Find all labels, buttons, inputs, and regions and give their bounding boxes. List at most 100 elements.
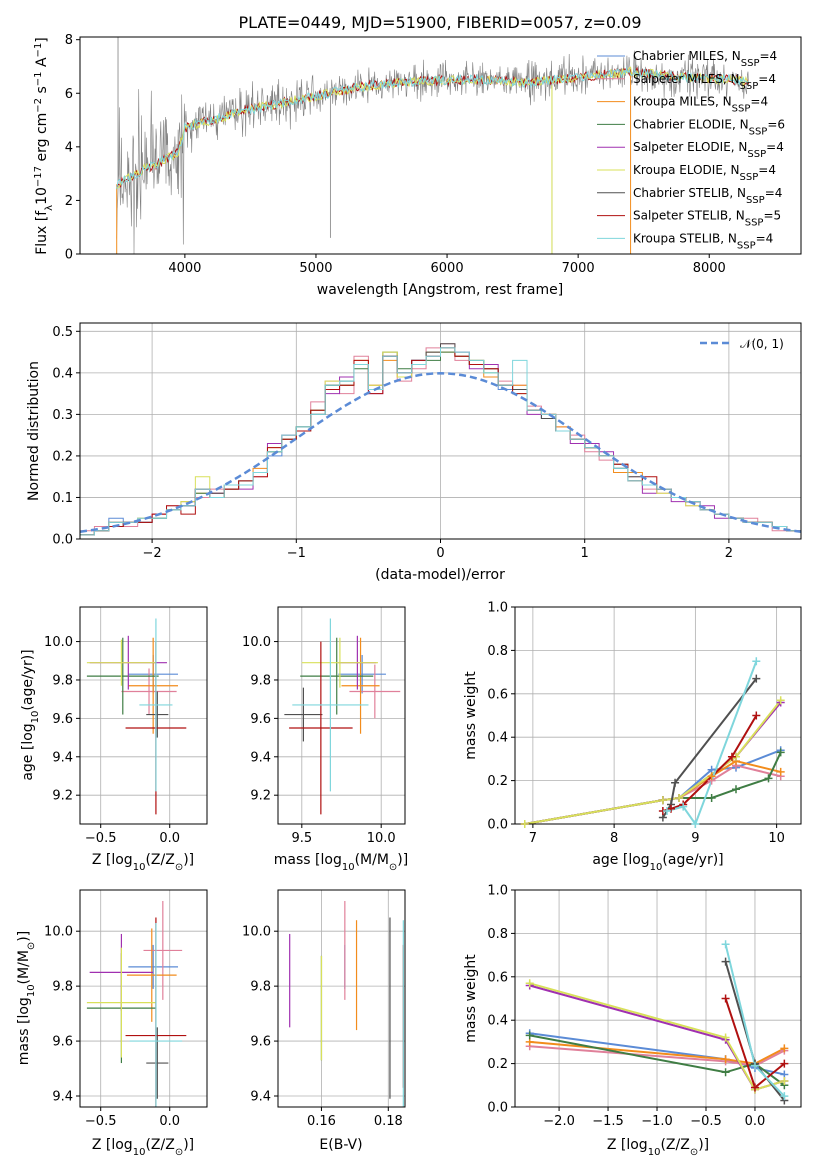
axes-weight-vs-Z: −2.0 −1.5 −1.0 −0.5 0.0 0.0 0.2 0.4 0.6 0.8 1.0	[487, 884, 802, 1129]
y-tick-label: 9.4	[52, 750, 73, 765]
series-line	[529, 982, 785, 1091]
series-line	[524, 759, 781, 824]
x-tick-label: −0.5	[690, 1114, 722, 1129]
axes-frame	[514, 889, 802, 1108]
x-tick-label: −2.0	[543, 1114, 575, 1129]
legend-label: Salpeter ELODIE, NSSP=4	[633, 140, 784, 160]
y-tick-label: 0.8	[487, 927, 508, 942]
data-marker	[776, 748, 785, 757]
y-tick-label: 9.8	[250, 980, 271, 995]
y-tick-label: 9.6	[250, 712, 271, 727]
x-tick-label: 2	[725, 546, 733, 561]
axes-mass-vs-Z: −0.5 0.0 9.4 9.6 9.8 10.0	[44, 889, 208, 1129]
plot-area	[289, 900, 404, 1107]
x-axis-label: (data-model)/error	[375, 567, 505, 583]
legend-label: Kroupa MILES, NSSP=4	[633, 95, 768, 115]
x-tick-label: −2	[143, 546, 162, 561]
x-tick-label: 7000	[562, 261, 595, 276]
plot-area	[80, 343, 801, 539]
axes-frame	[277, 889, 406, 1108]
y-tick-label: 0.3	[52, 408, 73, 423]
axes-residuals: −2 −1 0 1 2 0.0 0.1 0.2 0.3 0.4 0.5	[52, 322, 802, 561]
y-axis-label: mass weight	[463, 954, 479, 1043]
data-marker	[780, 1092, 789, 1101]
y-tick-label: 0.0	[487, 1101, 508, 1116]
normal-curve	[80, 372, 801, 533]
x-tick-label: 9	[691, 831, 699, 846]
x-tick-label: 0.0	[159, 831, 180, 846]
data-marker	[721, 957, 730, 966]
data-marker	[776, 767, 785, 776]
data-marker	[679, 802, 688, 811]
y-axis-label: Flux [fλ10−17 erg cm−2 s−1 A−1]	[33, 37, 55, 255]
x-tick-label: 8	[610, 831, 618, 846]
x-tick-label: −1	[287, 546, 306, 561]
y-tick-label: 0.4	[487, 731, 508, 746]
x-tick-label: 10	[768, 831, 785, 846]
y-tick-label: 0.0	[52, 533, 73, 548]
y-tick-label: 0.4	[487, 1014, 508, 1029]
histogram-step	[80, 347, 801, 539]
y-tick-label: 4	[65, 140, 73, 155]
x-axis-label: Z [log10(Z/Z⊙)]	[92, 1137, 194, 1158]
plot-area	[284, 618, 401, 815]
x-tick-label: 0.16	[307, 1114, 336, 1129]
model-spectrum	[116, 65, 749, 190]
legend-label: Salpeter MILES, NSSP=4	[633, 72, 776, 92]
y-tick-label: 0.5	[52, 325, 73, 340]
axes-frame	[79, 36, 802, 255]
legend: Chabrier MILES, NSSP=4 Salpeter MILES, NS…	[597, 49, 785, 251]
x-tick-label: 10.0	[367, 831, 396, 846]
legend-label: Kroupa ELODIE, NSSP=4	[633, 163, 776, 183]
y-tick-label: 10.0	[44, 635, 73, 650]
y-tick-label: 1.0	[487, 601, 508, 616]
y-tick-label: 8	[65, 33, 73, 48]
y-tick-label: 9.2	[52, 789, 73, 804]
y-tick-label: 9.2	[250, 789, 271, 804]
x-tick-label: 7	[529, 831, 537, 846]
data-marker	[776, 696, 785, 705]
y-tick-label: 0	[65, 248, 73, 263]
x-axis-label: Z [log10(Z/Z⊙)]	[92, 852, 194, 873]
y-tick-label: 0.6	[487, 970, 508, 985]
y-tick-label: 6	[65, 87, 73, 102]
x-tick-label: 5000	[299, 261, 332, 276]
plot-area	[86, 618, 187, 815]
x-tick-label: −0.5	[85, 1114, 117, 1129]
legend-label: Chabrier ELODIE, NSSP=6	[633, 117, 785, 137]
data-marker	[707, 793, 716, 802]
data-marker	[752, 711, 761, 720]
data-marker	[780, 1044, 789, 1053]
data-marker	[525, 979, 534, 988]
series-line	[524, 764, 781, 824]
axes-frame	[79, 606, 208, 825]
y-tick-label: 0.4	[52, 366, 73, 381]
plot-area	[116, 37, 750, 254]
y-tick-label: 9.4	[250, 750, 271, 765]
data-marker	[750, 1061, 759, 1070]
x-tick-label: 0.0	[159, 1114, 180, 1129]
data-marker	[691, 820, 700, 828]
x-tick-label: 8000	[693, 261, 726, 276]
series-line	[529, 1040, 785, 1065]
plot-area	[524, 660, 782, 824]
x-axis-label: E(B-V)	[319, 1137, 362, 1153]
x-tick-label: 1	[581, 546, 589, 561]
y-tick-label: 0.8	[487, 644, 508, 659]
data-marker	[658, 796, 667, 805]
x-axis-label: mass [log10(M/M⊙)]	[274, 852, 408, 873]
data-marker	[764, 774, 773, 783]
y-tick-label: 9.6	[250, 1035, 271, 1050]
y-tick-label: 0.6	[487, 687, 508, 702]
y-tick-label: 9.8	[250, 673, 271, 688]
y-axis-label: mass [log10(M/M⊙)]	[16, 931, 37, 1065]
y-tick-label: 0.1	[52, 491, 73, 506]
data-marker	[721, 994, 730, 1003]
data-marker	[780, 1059, 789, 1068]
data-marker	[662, 806, 671, 815]
y-tick-label: 9.8	[52, 980, 73, 995]
x-tick-label: −1.0	[641, 1114, 673, 1129]
axes-weight-vs-age: 7 8 9 10 0.0 0.2 0.4 0.6 0.8 1.0	[487, 601, 802, 846]
legend-label: 𝒩(0, 1)	[740, 337, 784, 351]
x-tick-label: 4000	[168, 261, 201, 276]
